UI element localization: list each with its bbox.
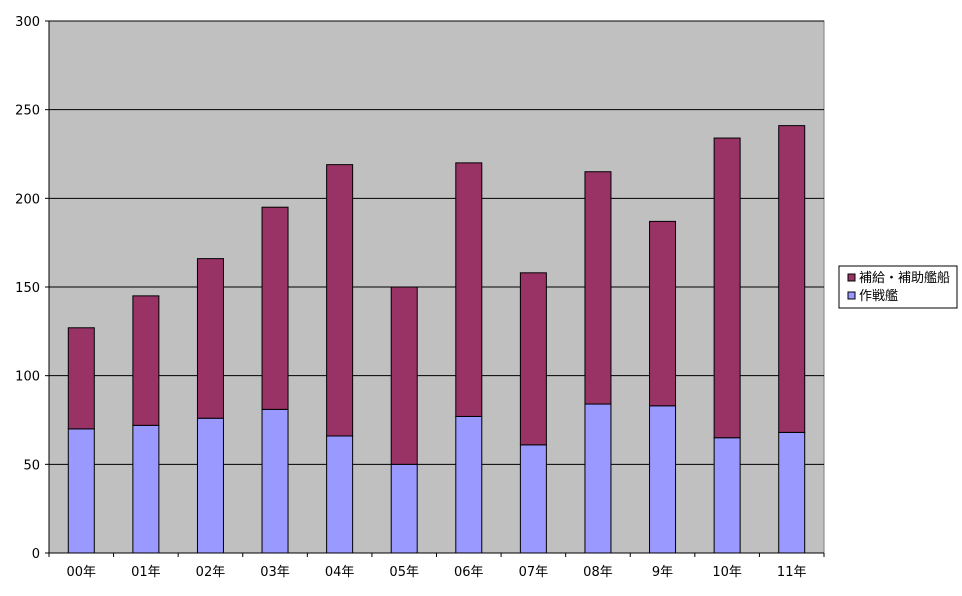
legend-swatch	[847, 291, 856, 300]
bar-segment-support-ships	[519, 272, 547, 446]
y-tick-label: 0	[32, 547, 40, 562]
legend-box	[838, 265, 958, 309]
legend-label: 作戦艦	[859, 289, 898, 304]
x-tick-label: 02年	[196, 565, 226, 580]
bar-segment-combat-ships	[455, 415, 483, 554]
x-tick-label: 06年	[454, 565, 484, 580]
x-tick-label: 08年	[583, 565, 613, 580]
x-tick-label: 03年	[260, 565, 290, 580]
legend-swatch	[847, 273, 856, 282]
bar-segment-combat-ships	[649, 405, 677, 554]
x-tick-label: 00年	[67, 565, 97, 580]
bar-segment-combat-ships	[584, 403, 612, 554]
bar-segment-support-ships	[649, 220, 677, 407]
x-tick-label: 04年	[325, 565, 355, 580]
y-tick-label: 100	[15, 370, 40, 385]
y-tick-label: 50	[23, 458, 40, 473]
x-tick-label: 07年	[519, 565, 549, 580]
bar-segment-support-ships	[132, 295, 160, 426]
bar-segment-combat-ships	[519, 444, 547, 554]
axes	[45, 20, 825, 557]
bar-segment-combat-ships	[196, 417, 224, 554]
x-axis-tick-labels: 00年 01年 02年 03年 04年 05年 06年 07年 08年 9年 10年 11年	[67, 565, 807, 580]
bar-segment-combat-ships	[326, 435, 354, 554]
gridlines	[49, 20, 824, 465]
bar-segment-support-ships	[67, 327, 95, 430]
y-axis-tick-labels: 0 50 100 150 200 250 300	[15, 15, 40, 562]
x-tick-label: 11年	[777, 565, 807, 580]
bar-segment-support-ships	[713, 137, 741, 439]
x-tick-label: 10年	[712, 565, 742, 580]
bar-segment-support-ships	[326, 164, 354, 437]
y-tick-label: 250	[15, 104, 40, 119]
bar-segment-combat-ships	[390, 463, 418, 554]
x-tick-label: 05年	[389, 565, 419, 580]
bars	[67, 125, 806, 554]
y-tick-label: 200	[15, 192, 40, 207]
bar-segment-support-ships	[390, 286, 418, 465]
bar-segment-support-ships	[584, 171, 612, 405]
bar-segment-combat-ships	[132, 424, 160, 554]
bar-segment-combat-ships	[713, 437, 741, 554]
y-tick-label: 150	[15, 281, 40, 296]
bar-segment-support-ships	[455, 162, 483, 417]
x-tick-label: 01年	[131, 565, 161, 580]
legend-label: 補給・補助艦船	[859, 271, 950, 286]
bar-segment-support-ships	[261, 206, 289, 410]
x-tick-label: 9年	[652, 565, 673, 580]
bar-segment-combat-ships	[67, 428, 95, 554]
bar-segment-support-ships	[196, 258, 224, 419]
bar-segment-combat-ships	[778, 431, 806, 554]
bar-segment-combat-ships	[261, 408, 289, 554]
bar-segment-support-ships	[778, 125, 806, 433]
y-tick-label: 300	[15, 15, 40, 30]
